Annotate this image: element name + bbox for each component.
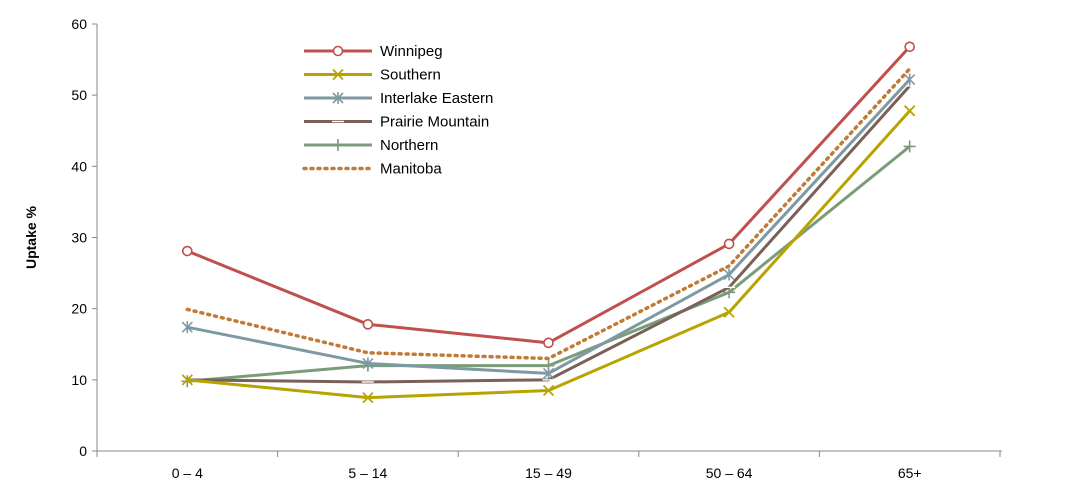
data-point-winnipeg [362, 319, 374, 330]
legend-item-prairie-mountain: Prairie Mountain [304, 114, 489, 131]
legend-label-winnipeg: Winnipeg [380, 43, 443, 60]
x-tick-label: 50 – 64 [706, 465, 753, 481]
series-northern [181, 140, 916, 388]
legend-label-northern: Northern [380, 137, 438, 154]
legend-item-southern: Southern [304, 67, 441, 84]
y-tick-label: 30 [71, 230, 87, 246]
series-line-manitoba [185, 67, 912, 361]
legend-label-prairie-mountain: Prairie Mountain [380, 114, 489, 131]
y-tick-label: 0 [79, 443, 87, 459]
data-point-interlake-eastern [181, 321, 193, 334]
legend-marker-northern [332, 139, 344, 151]
series-line-interlake-eastern [187, 78, 911, 375]
y-tick-label: 50 [71, 87, 87, 103]
series-southern [181, 105, 916, 404]
data-point-northern [903, 140, 916, 153]
data-point-southern [542, 384, 555, 397]
legend-label-southern: Southern [380, 67, 441, 84]
data-point-winnipeg [723, 238, 735, 250]
y-tick-label: 10 [71, 372, 87, 388]
x-tick-label: 65+ [898, 465, 922, 481]
data-point-southern [723, 306, 735, 318]
data-point-winnipeg [543, 337, 554, 349]
legend-label-interlake-eastern: Interlake Eastern [380, 90, 493, 107]
legend-marker-southern [332, 68, 344, 81]
legend-label-manitoba: Manitoba [380, 161, 442, 178]
data-point-southern [904, 105, 916, 117]
series-line-southern [187, 109, 911, 400]
y-axis-title: Uptake % [23, 205, 39, 269]
data-point-interlake-eastern [362, 357, 374, 370]
x-tick-label: 0 – 4 [172, 465, 203, 481]
y-axis-ticks: 0 10 20 30 40 50 60 [71, 16, 97, 459]
legend-marker-winnipeg [332, 45, 344, 57]
data-point-southern [362, 391, 374, 404]
x-tick-label: 15 – 49 [525, 465, 572, 481]
data-point-southern [181, 374, 193, 386]
data-point-winnipeg [182, 245, 193, 257]
y-tick-label: 60 [71, 16, 87, 32]
axes [96, 24, 1002, 452]
series-prairie-mountain [181, 84, 916, 384]
data-point-interlake-eastern [904, 73, 916, 86]
legend-marker-interlake-eastern [332, 92, 344, 104]
data-point-interlake-eastern [542, 367, 555, 380]
series-winnipeg [182, 41, 916, 349]
x-tick-label: 5 – 14 [348, 465, 387, 481]
legend-item-manitoba: Manitoba [302, 161, 442, 178]
legend-item-northern: Northern [304, 137, 438, 154]
legend-item-winnipeg: Winnipeg [304, 43, 443, 60]
data-point-winnipeg [904, 41, 916, 53]
y-tick-label: 40 [71, 158, 87, 174]
legend: Winnipeg Southern Interlake Eastern Prairie… [302, 43, 493, 178]
x-axis-ticks: 0 – 4 5 – 14 15 – 49 50 – 64 65+ [96, 451, 1001, 481]
data-point-interlake-eastern [723, 268, 735, 281]
series-layer [181, 41, 916, 404]
legend-item-interlake-eastern: Interlake Eastern [304, 90, 493, 107]
series-interlake-eastern [181, 73, 916, 380]
y-tick-label: 20 [71, 301, 87, 317]
series-manitoba [185, 67, 912, 361]
